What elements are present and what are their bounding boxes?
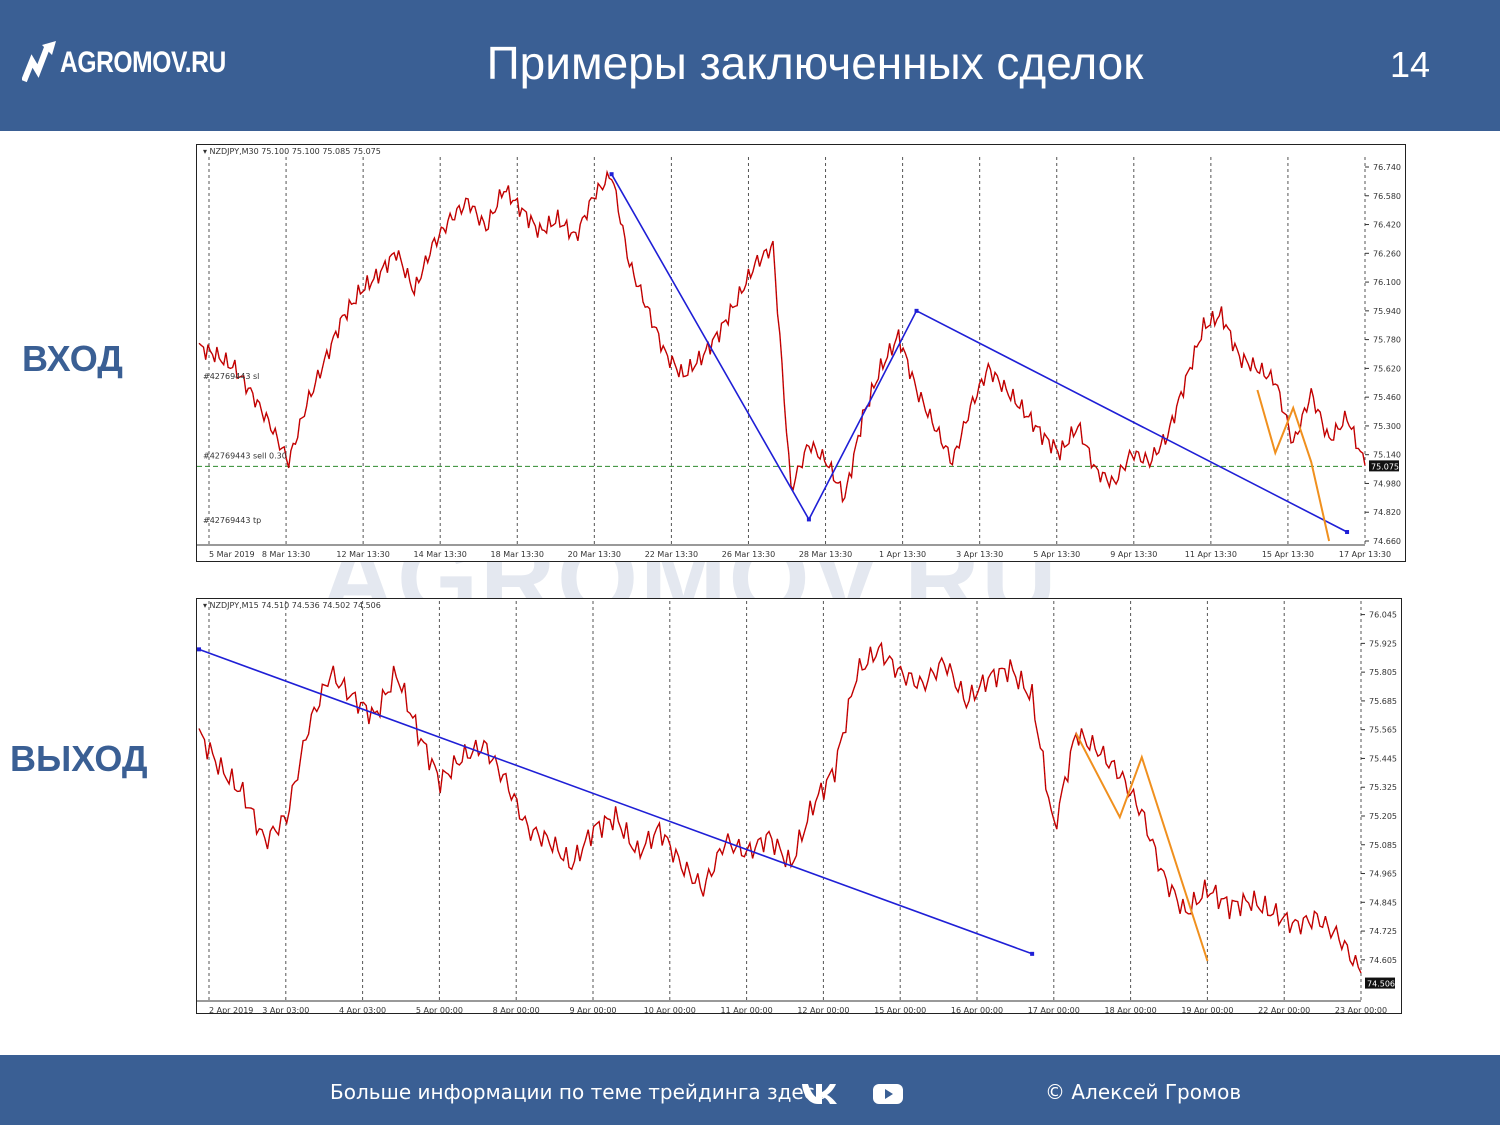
x-tick-label: 10 Apr 00:00	[644, 1006, 696, 1013]
x-tick-label: 8 Apr 00:00	[493, 1006, 540, 1013]
x-tick-label: 8 Mar 13:30	[262, 550, 310, 559]
chart-title: ▾ NZDJPY,M30 75.100 75.100 75.085 75.075	[203, 147, 381, 156]
trendline-point	[1345, 530, 1350, 535]
chart-entry: 5 Mar 2019 8 Mar 13:30 12 Mar 13:30 14 Mar …	[196, 144, 1406, 562]
x-tick-label: 18 Mar 13:30	[491, 550, 544, 559]
x-tick-label: 9 Apr 13:30	[1110, 550, 1157, 559]
chart-exit: 2 Apr 2019 3 Apr 03:00 4 Apr 03:00 5 Apr 00…	[196, 598, 1402, 1014]
y-tick-label: 74.820	[1373, 508, 1401, 517]
current-price-label: 75.075	[1371, 462, 1399, 471]
x-tick-label: 17 Apr 00:00	[1028, 1006, 1080, 1013]
y-tick-label: 74.845	[1369, 898, 1397, 907]
order-annotation: #42769443 sell 0.30	[203, 451, 287, 460]
x-tick-label: 20 Mar 13:30	[568, 550, 621, 559]
x-tick-label: 12 Apr 00:00	[797, 1006, 849, 1013]
trendline-point	[609, 172, 614, 177]
x-tick-label: 28 Mar 13:30	[799, 550, 852, 559]
footer-bar	[0, 1055, 1500, 1125]
trendline-point	[914, 308, 919, 313]
x-tick-label: 12 Mar 13:30	[336, 550, 389, 559]
logo-text: AGROMOV.RU	[60, 46, 226, 79]
trendline-point	[806, 517, 811, 522]
y-tick-label: 75.140	[1373, 451, 1401, 460]
x-tick-label: 18 Apr 00:00	[1105, 1006, 1157, 1013]
current-price-tag	[1365, 977, 1395, 989]
x-tick-label: 22 Mar 13:30	[645, 550, 698, 559]
x-tick-label: 5 Mar 2019	[209, 550, 255, 559]
page-title: Примеры заключенных сделок	[486, 37, 1144, 89]
y-tick-label: 76.740	[1373, 163, 1401, 172]
x-tick-label: 5 Apr 00:00	[416, 1006, 463, 1013]
x-tick-label: 11 Apr 13:30	[1185, 550, 1237, 559]
y-tick-label: 75.300	[1373, 422, 1401, 431]
y-tick-label: 76.260	[1373, 249, 1401, 258]
chart-entry-svg: 5 Mar 2019 8 Mar 13:30 12 Mar 13:30 14 Mar …	[197, 147, 1401, 559]
y-tick-label: 76.580	[1373, 192, 1401, 201]
x-tick-label: 23 Apr 00:00	[1335, 1006, 1387, 1013]
youtube-icon[interactable]	[872, 1082, 904, 1111]
wave-line	[1256, 389, 1331, 542]
x-tick-label: 2 Apr 2019	[209, 1006, 253, 1013]
y-tick-label: 75.805	[1369, 668, 1397, 677]
x-tick-label: 15 Apr 13:30	[1262, 550, 1314, 559]
x-tick-label: 11 Apr 00:00	[721, 1006, 773, 1013]
y-tick-label: 75.780	[1373, 336, 1401, 345]
y-tick-label: 76.100	[1373, 278, 1401, 287]
y-tick-label: 76.045	[1369, 611, 1397, 620]
trendline	[610, 173, 1348, 533]
x-tick-label: 1 Apr 13:30	[879, 550, 926, 559]
footer-author: © Алексей Громов	[1045, 1080, 1242, 1104]
order-annotation: #42769443 sl	[203, 372, 259, 381]
x-tick-label: 14 Mar 13:30	[413, 550, 466, 559]
y-tick-label: 76.420	[1373, 221, 1401, 230]
y-tick-label: 74.965	[1369, 870, 1397, 879]
y-tick-label: 75.325	[1369, 783, 1397, 792]
chart-exit-svg: 2 Apr 2019 3 Apr 03:00 4 Apr 03:00 5 Apr 00…	[197, 601, 1397, 1013]
chart-title: ▾ NZDJPY,M15 74.510 74.536 74.502 74.506	[203, 601, 381, 610]
x-tick-label: 17 Apr 13:30	[1339, 550, 1391, 559]
price-series-line	[198, 169, 1366, 504]
y-tick-label: 75.085	[1369, 841, 1397, 850]
vk-icon[interactable]	[800, 1080, 838, 1111]
current-price-label: 74.506	[1367, 980, 1395, 989]
x-tick-label: 26 Mar 13:30	[722, 550, 775, 559]
entry-label: ВХОД	[22, 338, 123, 379]
x-tick-label: 15 Apr 00:00	[874, 1006, 926, 1013]
price-series-wicks	[198, 642, 1362, 974]
x-tick-label: 9 Apr 00:00	[569, 1006, 616, 1013]
header-bar	[0, 0, 1500, 131]
x-tick-label: 22 Apr 00:00	[1258, 1006, 1310, 1013]
x-tick-label: 3 Apr 03:00	[262, 1006, 309, 1013]
y-tick-label: 75.205	[1369, 812, 1397, 821]
current-price-tag	[1369, 460, 1399, 472]
trendline	[198, 648, 1033, 955]
y-tick-label: 75.620	[1373, 364, 1401, 373]
y-tick-label: 75.460	[1373, 393, 1401, 402]
x-tick-label: 19 Apr 00:00	[1181, 1006, 1233, 1013]
exit-label: ВЫХОД	[10, 738, 148, 779]
order-annotation: #42769443 tp	[203, 516, 261, 525]
y-tick-label: 74.660	[1373, 537, 1401, 546]
x-tick-label: 3 Apr 13:30	[956, 550, 1003, 559]
trendline-point	[197, 647, 201, 652]
y-tick-label: 74.605	[1369, 956, 1397, 965]
y-tick-label: 75.925	[1369, 639, 1397, 648]
y-tick-label: 75.445	[1369, 754, 1397, 763]
logo[interactable]: AGROMOV.RU	[22, 38, 262, 88]
wave-line	[1075, 732, 1209, 962]
trendline-point	[1030, 951, 1035, 956]
y-tick-label: 74.980	[1373, 479, 1401, 488]
x-tick-label: 4 Apr 03:00	[339, 1006, 386, 1013]
price-series-line	[198, 641, 1362, 974]
y-tick-label: 74.725	[1369, 927, 1397, 936]
page-number: 14	[1390, 44, 1431, 85]
x-tick-label: 5 Apr 13:30	[1033, 550, 1080, 559]
x-tick-label: 16 Apr 00:00	[951, 1006, 1003, 1013]
footer-more-info[interactable]: Больше информации по теме трейдинга здес…	[330, 1080, 827, 1104]
logo-zigzag-icon	[22, 41, 56, 83]
y-tick-label: 75.565	[1369, 726, 1397, 735]
y-tick-label: 75.940	[1373, 307, 1401, 316]
y-tick-label: 75.685	[1369, 697, 1397, 706]
